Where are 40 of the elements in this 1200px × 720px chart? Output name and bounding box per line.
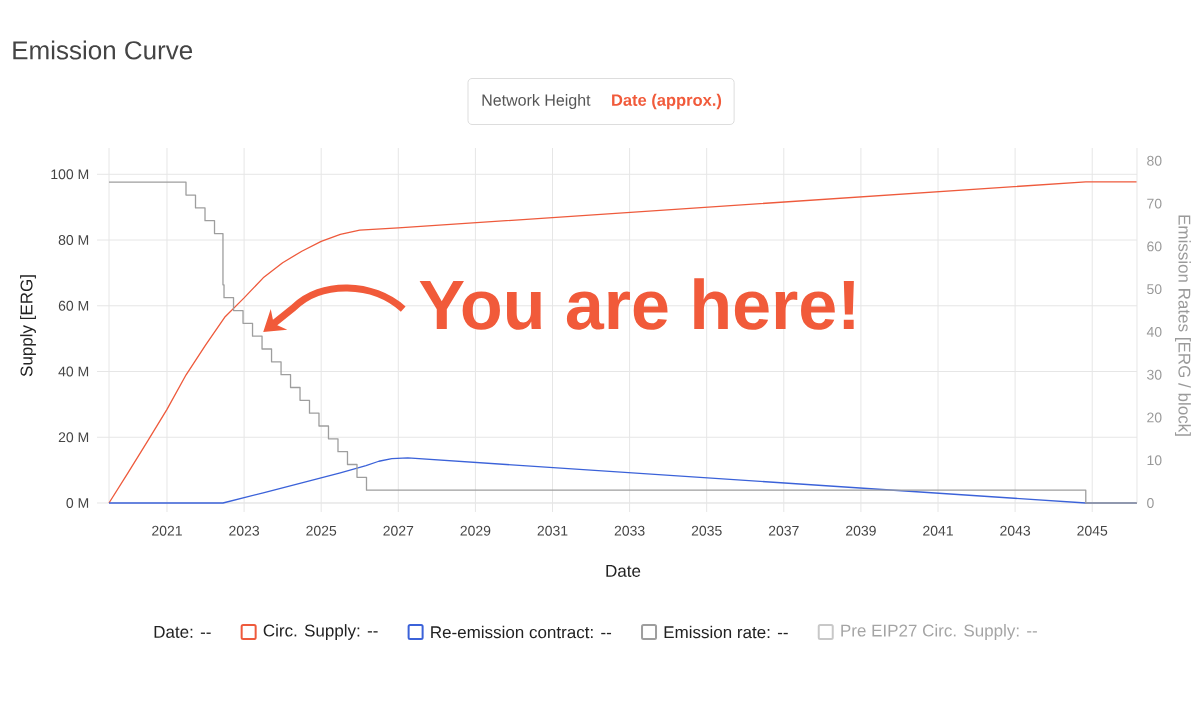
y2-tick-label: 50	[1147, 284, 1162, 295]
x-tick-label: 2033	[614, 525, 645, 536]
x-tick-label: 2043	[1000, 525, 1031, 536]
text: Date: --	[154, 626, 211, 638]
legend-label: Re-emission contract: --	[431, 625, 612, 639]
chart-title: Emission Curve	[13, 40, 193, 60]
y2-tick-label: 40	[1146, 326, 1162, 337]
y-tick-label: 0 M	[66, 498, 89, 508]
y2-tick-label: 20	[1147, 412, 1162, 423]
y-tick-label: 80 M	[58, 235, 89, 245]
y2-tick-label: 70	[1147, 198, 1162, 209]
x-tick-label: 2041	[923, 525, 953, 536]
y-tick-label: 40 M	[58, 366, 89, 377]
text: Date (approx.)	[612, 93, 722, 110]
y-tick-label: 20 M	[58, 432, 89, 443]
legend-label: Emission rate: --	[664, 625, 788, 639]
x-tick-label: 2039	[846, 525, 876, 536]
x-tick-label: 2021	[152, 525, 182, 536]
y-axis-title: Supply [ERG]	[20, 275, 36, 377]
y2-tick-label: 80	[1147, 155, 1162, 166]
y2-tick-label: 10	[1147, 455, 1162, 466]
y2-tick-label: 0	[1147, 498, 1154, 508]
text: Network Height	[482, 94, 591, 109]
y2-axis-title: Emission Rates [ERG / block]	[1175, 215, 1191, 436]
y2-tick-label: 60	[1147, 241, 1162, 252]
annotation: You are here!	[419, 278, 854, 330]
x-tick-label: 2027	[383, 525, 414, 536]
x-tick-label: 2029	[460, 525, 491, 536]
x-tick-label: 2035	[691, 525, 722, 536]
x-tick-label: 2031	[537, 525, 568, 536]
x-tick-label: 2045	[1077, 525, 1108, 536]
y-tick-label: 60 M	[58, 300, 89, 311]
legend-label: Circ. Supply: --	[263, 624, 378, 640]
y-tick-label: 100 M	[51, 169, 89, 180]
legend-label: Pre EIP27 Circ. Supply: --	[841, 624, 1037, 640]
x-tick-label: 2025	[306, 525, 337, 536]
x-tick-label: 2023	[229, 525, 260, 536]
y2-tick-label: 30	[1147, 369, 1162, 380]
x-axis-title: Date	[606, 565, 641, 577]
x-tick-label: 2037	[768, 525, 799, 536]
